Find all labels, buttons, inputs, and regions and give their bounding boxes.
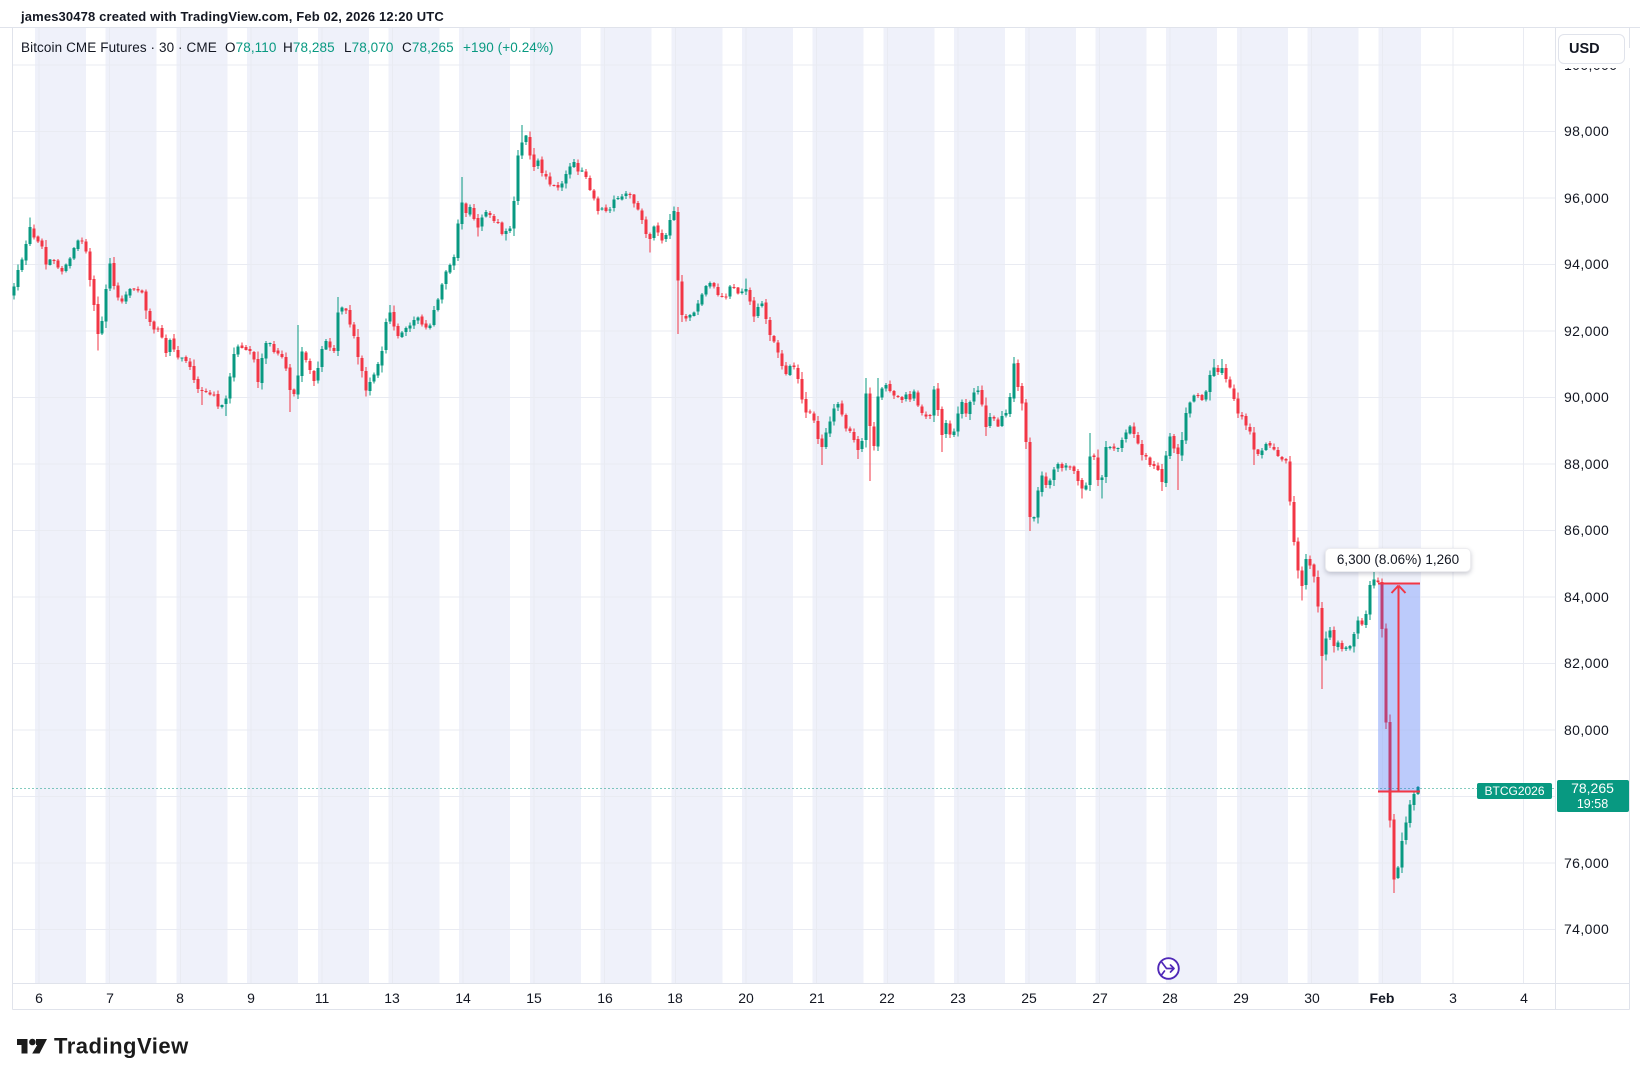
svg-text:TradingView: TradingView <box>54 1036 189 1059</box>
